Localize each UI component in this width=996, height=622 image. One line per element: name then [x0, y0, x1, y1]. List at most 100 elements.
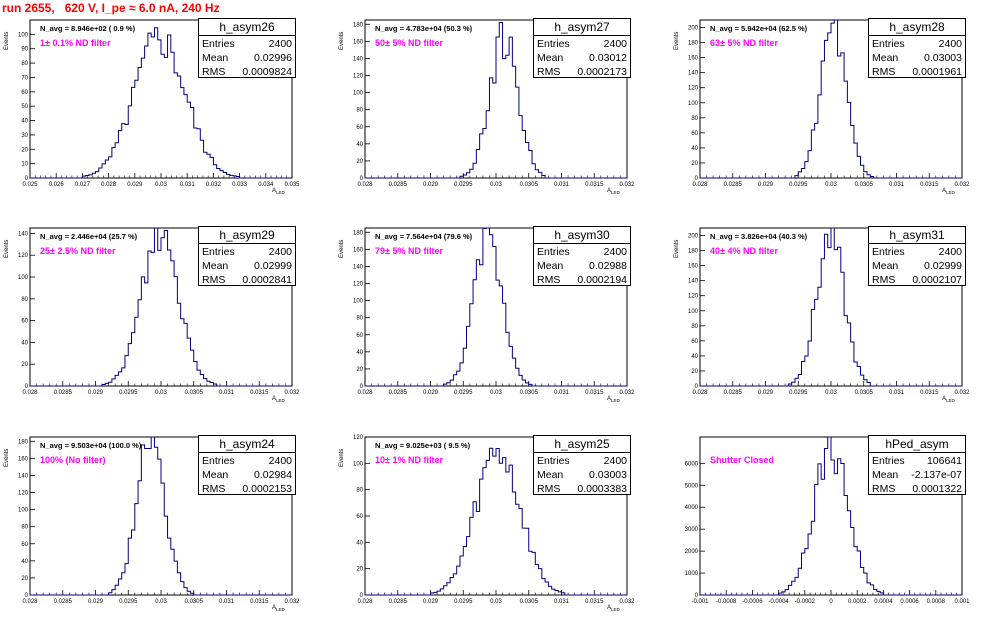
x-axis-label: ALED: [942, 188, 955, 196]
y-tick-label: 50: [21, 104, 28, 110]
y-tick-label: 160: [353, 247, 364, 253]
x-tick-label: 0.031: [219, 390, 235, 396]
stats-value: 0.0002841: [242, 274, 292, 286]
x-tick-label: 0.0295: [119, 390, 138, 396]
stats-value: 0.0001961: [912, 66, 962, 78]
y-tick-label: 40: [356, 350, 363, 356]
y-tick-label: 0: [25, 176, 29, 182]
x-tick-label: 0.001: [954, 599, 970, 605]
x-tick-label: 0.029: [423, 182, 439, 188]
stats-row-entries: Entries 2400: [537, 454, 627, 468]
y-tick-label: 60: [691, 131, 698, 137]
x-axis-label: ALED: [607, 605, 620, 613]
stats-row-entries: Entries 2400: [872, 37, 962, 51]
y-tick-label: 100: [353, 91, 364, 97]
y-tick-label: 80: [691, 116, 698, 122]
stats-value: 0.03012: [589, 52, 627, 64]
y-tick-label: 200: [688, 26, 699, 32]
stats-key: Mean: [202, 260, 229, 272]
stats-key: RMS: [202, 66, 226, 78]
stats-row-rms: RMS 0.0002841: [202, 273, 292, 287]
stats-value: 0.0002153: [242, 483, 292, 495]
stats-row-mean: Mean 0.03012: [537, 51, 627, 65]
histogram-line: [30, 27, 292, 179]
x-tick-label: 0.0006: [900, 599, 919, 605]
stats-key: Mean: [872, 52, 899, 64]
stats-key: Entries: [872, 455, 905, 467]
stats-value: 0.0001322: [912, 483, 962, 495]
filter-label: 79± 5% ND filter: [375, 246, 443, 256]
y-tick-label: 0: [695, 593, 699, 599]
stats-box: h_asym26 Entries 2400 Mean 0.02996 RMS 0.00098…: [198, 18, 296, 78]
stats-key: Entries: [537, 455, 570, 467]
stats-row-mean: Mean 0.02996: [202, 51, 292, 65]
navg-label: N_avg = 8.946e+02 ( 0.9 %): [40, 24, 136, 33]
y-tick-label: 20: [21, 362, 28, 368]
x-tick-label: 0.026: [49, 182, 65, 188]
x-tick-label: 0.032: [954, 390, 970, 396]
stats-value: 0.0002194: [577, 274, 627, 286]
x-tick-label: 0.0285: [389, 599, 408, 605]
y-tick-label: 10: [21, 162, 28, 168]
y-tick-label: 140: [353, 264, 364, 270]
y-tick-label: 60: [356, 333, 363, 339]
y-tick-label: 20: [356, 159, 363, 165]
x-tick-label: 0.0305: [520, 599, 539, 605]
x-tick-label: 0.029: [127, 182, 143, 188]
y-tick-label: 80: [356, 108, 363, 114]
y-tick-label: 20: [356, 367, 363, 373]
x-tick-label: 0.0315: [585, 182, 604, 188]
x-tick-label: 0.03: [155, 390, 167, 396]
stats-row-mean: Mean 0.02988: [537, 259, 627, 273]
x-axis-label: ALED: [942, 396, 955, 404]
y-tick-label: 40: [356, 142, 363, 148]
y-tick-label: 160: [353, 39, 364, 45]
stats-key: RMS: [202, 483, 226, 495]
histogram-line: [365, 22, 627, 179]
stats-key: Entries: [202, 246, 235, 258]
x-tick-label: 0.029: [758, 390, 774, 396]
stats-title: h_asym27: [534, 19, 630, 36]
y-axis-label: Events: [339, 448, 345, 467]
y-axis-label: Events: [674, 31, 680, 50]
histogram-line: [365, 227, 627, 387]
filter-label: 63± 5% ND filter: [710, 38, 778, 48]
y-tick-label: 20: [21, 576, 28, 582]
x-tick-label: 0.03: [490, 182, 502, 188]
stats-title: h_asym24: [199, 436, 295, 453]
stats-row-mean: Mean 0.02999: [872, 259, 962, 273]
x-tick-label: 0.03: [155, 599, 167, 605]
x-tick-label: 0.0295: [119, 599, 138, 605]
y-tick-label: 0: [25, 384, 29, 390]
histogram-line: [30, 227, 292, 387]
y-tick-label: 0: [695, 384, 699, 390]
x-tick-label: 0.028: [22, 390, 38, 396]
histogram-line: [365, 447, 627, 596]
x-axis-label: ALED: [607, 188, 620, 196]
y-tick-label: 60: [356, 514, 363, 520]
filter-label: Shutter Closed: [710, 455, 775, 465]
stats-value: 2400: [268, 38, 292, 50]
y-tick-label: 40: [691, 354, 698, 360]
y-tick-label: 100: [18, 32, 29, 38]
y-tick-label: 0: [695, 176, 699, 182]
y-tick-label: 40: [691, 146, 698, 152]
x-tick-label: 0.032: [619, 182, 635, 188]
x-tick-label: 0.0295: [789, 390, 808, 396]
x-tick-label: 0.03: [155, 182, 167, 188]
x-tick-label: 0.032: [206, 182, 222, 188]
stats-value: 0.02996: [254, 52, 292, 64]
x-tick-label: 0.03: [490, 599, 502, 605]
y-tick-label: 100: [688, 101, 699, 107]
stats-row-entries: Entries 2400: [537, 245, 627, 259]
y-tick-label: 60: [21, 319, 28, 325]
y-tick-label: 180: [353, 230, 364, 236]
y-tick-label: 180: [688, 41, 699, 47]
stats-row-entries: Entries 2400: [537, 37, 627, 51]
stats-box: hPed_asym Entries 106641 Mean -2.137e-07 RMS 0…: [868, 435, 966, 495]
stats-key: Mean: [537, 260, 564, 272]
stats-row-entries: Entries 2400: [202, 454, 292, 468]
stats-value: 2400: [603, 455, 627, 467]
x-tick-label: 0.032: [284, 390, 300, 396]
y-tick-label: 1000: [685, 571, 699, 577]
